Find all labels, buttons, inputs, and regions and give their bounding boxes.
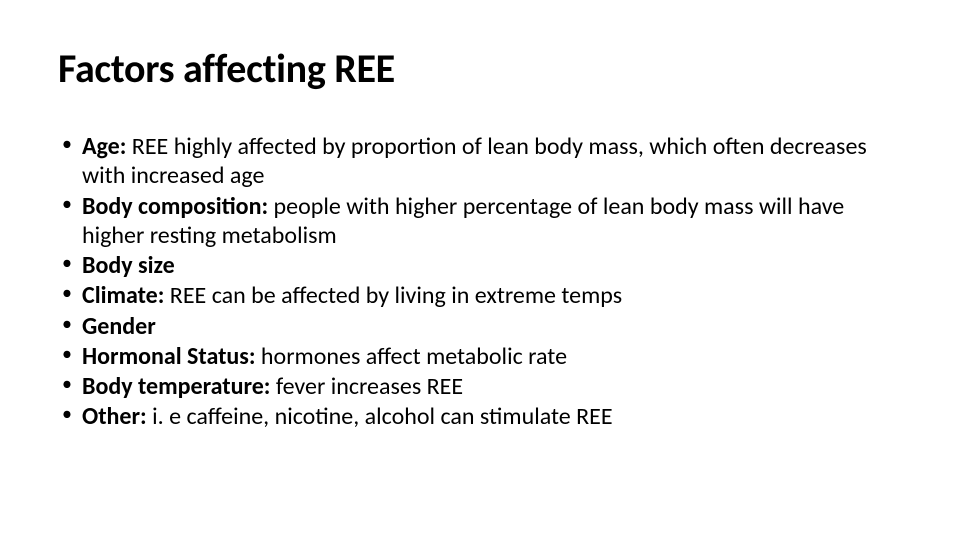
bullet-text: i. e caffeine, nicotine, alcohol can sti… — [147, 402, 613, 431]
bullet-label: Body temperature: — [82, 372, 270, 401]
bullet-list: Age: REE highly affected by proportion o… — [58, 132, 902, 432]
bullet-text: hormones affect metabolic rate — [256, 342, 568, 371]
bullet-label: Hormonal Status: — [82, 342, 256, 371]
bullet-text: REE can be affected by living in extreme… — [164, 281, 622, 310]
list-item: Body composition: people with higher per… — [58, 192, 902, 251]
bullet-label: Other: — [82, 402, 147, 431]
bullet-label: Body size — [82, 251, 175, 280]
list-item: Gender — [58, 312, 902, 341]
list-item: Climate: REE can be affected by living i… — [58, 281, 902, 310]
bullet-label: Age: — [82, 132, 126, 161]
list-item: Other: i. e caffeine, nicotine, alcohol … — [58, 402, 902, 431]
bullet-label: Climate: — [82, 281, 164, 310]
list-item: Age: REE highly affected by proportion o… — [58, 132, 902, 191]
bullet-text: REE highly affected by proportion of lea… — [82, 132, 867, 190]
slide: Factors affecting REE Age: REE highly af… — [0, 0, 960, 540]
slide-title: Factors affecting REE — [58, 48, 902, 90]
list-item: Body size — [58, 251, 902, 280]
bullet-label: Body composition: — [82, 192, 268, 221]
list-item: Body temperature: fever increases REE — [58, 372, 902, 401]
bullet-text: fever increases REE — [270, 372, 463, 401]
list-item: Hormonal Status: hormones affect metabol… — [58, 342, 902, 371]
bullet-label: Gender — [82, 312, 156, 341]
